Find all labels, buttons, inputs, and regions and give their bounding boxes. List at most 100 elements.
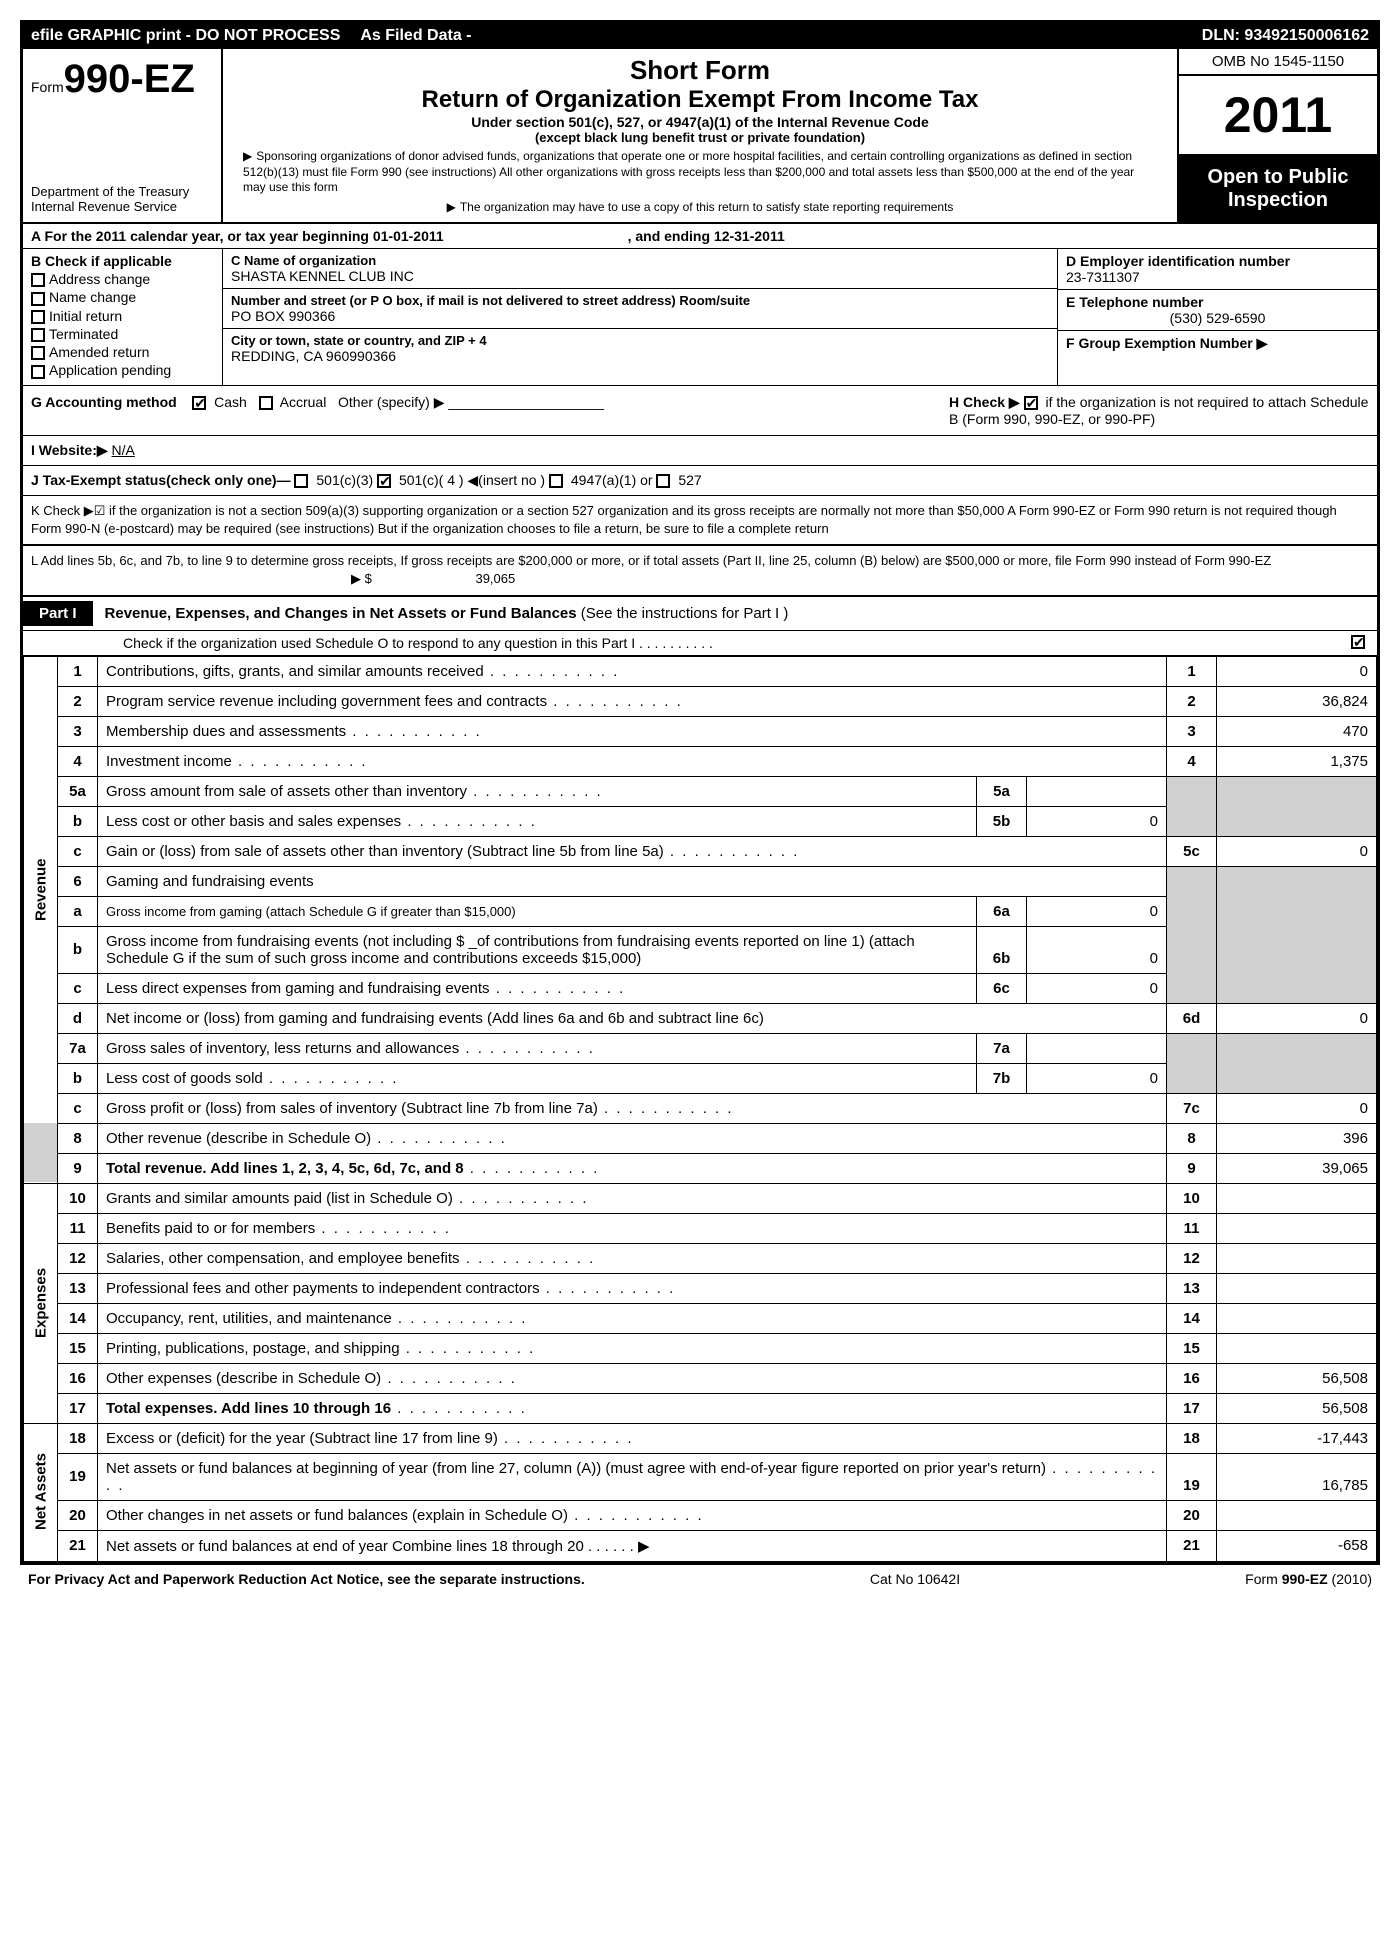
l2-rn: 2 xyxy=(1167,686,1217,716)
l6c-mv: 0 xyxy=(1027,973,1167,1003)
footer: For Privacy Act and Paperwork Reduction … xyxy=(20,1565,1380,1593)
form-990ez: efile GRAPHIC print - DO NOT PROCESS As … xyxy=(20,20,1380,1565)
ck-501c[interactable] xyxy=(377,474,391,488)
ck-terminated[interactable]: Terminated xyxy=(31,326,214,342)
section-netassets: Net Assets xyxy=(24,1423,58,1561)
l2-n: 2 xyxy=(58,686,98,716)
l19-n: 19 xyxy=(58,1453,98,1500)
asfiled-label: As Filed Data - xyxy=(340,27,1201,45)
l10-rn: 10 xyxy=(1167,1183,1217,1213)
c-city-label: City or town, state or country, and ZIP … xyxy=(231,333,1049,348)
footer-right: Form 990-EZ (2010) xyxy=(1245,1571,1372,1587)
l10-rv xyxy=(1217,1183,1377,1213)
l10-n: 10 xyxy=(58,1183,98,1213)
l12-n: 12 xyxy=(58,1243,98,1273)
section-bcd: B Check if applicable Address change Nam… xyxy=(23,249,1377,386)
l18-rv: -17,443 xyxy=(1217,1423,1377,1453)
ck-501c3[interactable] xyxy=(294,474,308,488)
l11-rv xyxy=(1217,1213,1377,1243)
ck-h[interactable] xyxy=(1024,396,1038,410)
l11-n: 11 xyxy=(58,1213,98,1243)
dept2: Internal Revenue Service xyxy=(31,199,213,214)
section-expenses: Expenses xyxy=(24,1183,58,1423)
l5b-mn: 5b xyxy=(977,806,1027,836)
l18-rn: 18 xyxy=(1167,1423,1217,1453)
l1-rv: 0 xyxy=(1217,656,1377,686)
l4-n: 4 xyxy=(58,746,98,776)
l9-rn: 9 xyxy=(1167,1153,1217,1183)
l5b-n: b xyxy=(58,806,98,836)
fine2: The organization may have to use a copy … xyxy=(243,200,1157,216)
ck-pending[interactable]: Application pending xyxy=(31,362,214,378)
l5c-n: c xyxy=(58,836,98,866)
l21-rn: 21 xyxy=(1167,1530,1217,1561)
l6a-d: Gross income from gaming (attach Schedul… xyxy=(98,896,977,926)
col-b: B Check if applicable Address change Nam… xyxy=(23,249,223,385)
part1-sub: (See the instructions for Part I ) xyxy=(581,605,789,622)
l12-d: Salaries, other compensation, and employ… xyxy=(106,1250,460,1267)
l20-n: 20 xyxy=(58,1500,98,1530)
c-addr-val: PO BOX 990366 xyxy=(231,308,1049,324)
part1-check-row: Check if the organization used Schedule … xyxy=(23,631,1377,656)
l3-rv: 470 xyxy=(1217,716,1377,746)
l9-n: 9 xyxy=(58,1153,98,1183)
l21-d: Net assets or fund balances at end of ye… xyxy=(98,1530,1167,1561)
l14-d: Occupancy, rent, utilities, and maintena… xyxy=(106,1310,392,1327)
d-ein-label: D Employer identification number xyxy=(1066,253,1369,269)
l9-rv: 39,065 xyxy=(1217,1153,1377,1183)
efile-label: efile GRAPHIC print - DO NOT PROCESS xyxy=(31,27,340,45)
l4-rv: 1,375 xyxy=(1217,746,1377,776)
l1-rn: 1 xyxy=(1167,656,1217,686)
ck-cash[interactable] xyxy=(192,396,206,410)
l17-rv: 56,508 xyxy=(1217,1393,1377,1423)
l20-d: Other changes in net assets or fund bala… xyxy=(106,1507,568,1524)
row-j: J Tax-Exempt status(check only one)— 501… xyxy=(23,466,1377,496)
l16-rn: 16 xyxy=(1167,1363,1217,1393)
ck-address[interactable]: Address change xyxy=(31,271,214,287)
row-a: A For the 2011 calendar year, or tax yea… xyxy=(23,224,1377,249)
l10-d: Grants and similar amounts paid (list in… xyxy=(106,1190,453,1207)
part1-tag: Part I xyxy=(23,601,93,626)
l21-n: 21 xyxy=(58,1530,98,1561)
row-i: I Website:▶ N/A xyxy=(23,436,1377,466)
l17-d: Total expenses. Add lines 10 through 16 xyxy=(106,1400,391,1417)
l3-d: Membership dues and assessments xyxy=(106,723,346,740)
l1-n: 1 xyxy=(58,656,98,686)
footer-mid: Cat No 10642I xyxy=(870,1571,960,1587)
ck-527[interactable] xyxy=(656,474,670,488)
ck-schedule-o[interactable] xyxy=(1351,635,1365,649)
l7b-mn: 7b xyxy=(977,1063,1027,1093)
i-label: I Website:▶ xyxy=(31,442,108,458)
l6b-mv: 0 xyxy=(1027,926,1167,973)
part1-check-text: Check if the organization used Schedule … xyxy=(123,635,713,651)
l13-d: Professional fees and other payments to … xyxy=(106,1280,540,1297)
ck-amended[interactable]: Amended return xyxy=(31,344,214,360)
inspection1: Open to Public xyxy=(1189,166,1367,189)
l16-n: 16 xyxy=(58,1363,98,1393)
l4-rn: 4 xyxy=(1167,746,1217,776)
l7a-mn: 7a xyxy=(977,1033,1027,1063)
ck-name[interactable]: Name change xyxy=(31,289,214,305)
l7b-mv: 0 xyxy=(1027,1063,1167,1093)
g-label: G Accounting method xyxy=(31,394,177,410)
ck-initial[interactable]: Initial return xyxy=(31,308,214,324)
l17-n: 17 xyxy=(58,1393,98,1423)
row-a-begin: A For the 2011 calendar year, or tax yea… xyxy=(31,228,444,244)
ck-accrual[interactable] xyxy=(259,396,273,410)
j-label: J Tax-Exempt status(check only one)— xyxy=(31,472,291,488)
ck-4947[interactable] xyxy=(549,474,563,488)
l13-rv xyxy=(1217,1273,1377,1303)
l14-n: 14 xyxy=(58,1303,98,1333)
l6d-d: Net income or (loss) from gaming and fun… xyxy=(98,1003,1167,1033)
sub2: (except black lung benefit trust or priv… xyxy=(243,130,1157,145)
l6-d: Gaming and fundraising events xyxy=(98,866,1167,896)
l8-n: 8 xyxy=(58,1123,98,1153)
l2-d: Program service revenue including govern… xyxy=(106,693,547,710)
part1-header: Part I Revenue, Expenses, and Changes in… xyxy=(23,597,1377,631)
l6a-mn: 6a xyxy=(977,896,1027,926)
l2-rv: 36,824 xyxy=(1217,686,1377,716)
l6d-n: d xyxy=(58,1003,98,1033)
row-l: L Add lines 5b, 6c, and 7b, to line 9 to… xyxy=(23,546,1377,596)
rev-tail xyxy=(24,1123,58,1183)
header-bar: efile GRAPHIC print - DO NOT PROCESS As … xyxy=(23,23,1377,49)
